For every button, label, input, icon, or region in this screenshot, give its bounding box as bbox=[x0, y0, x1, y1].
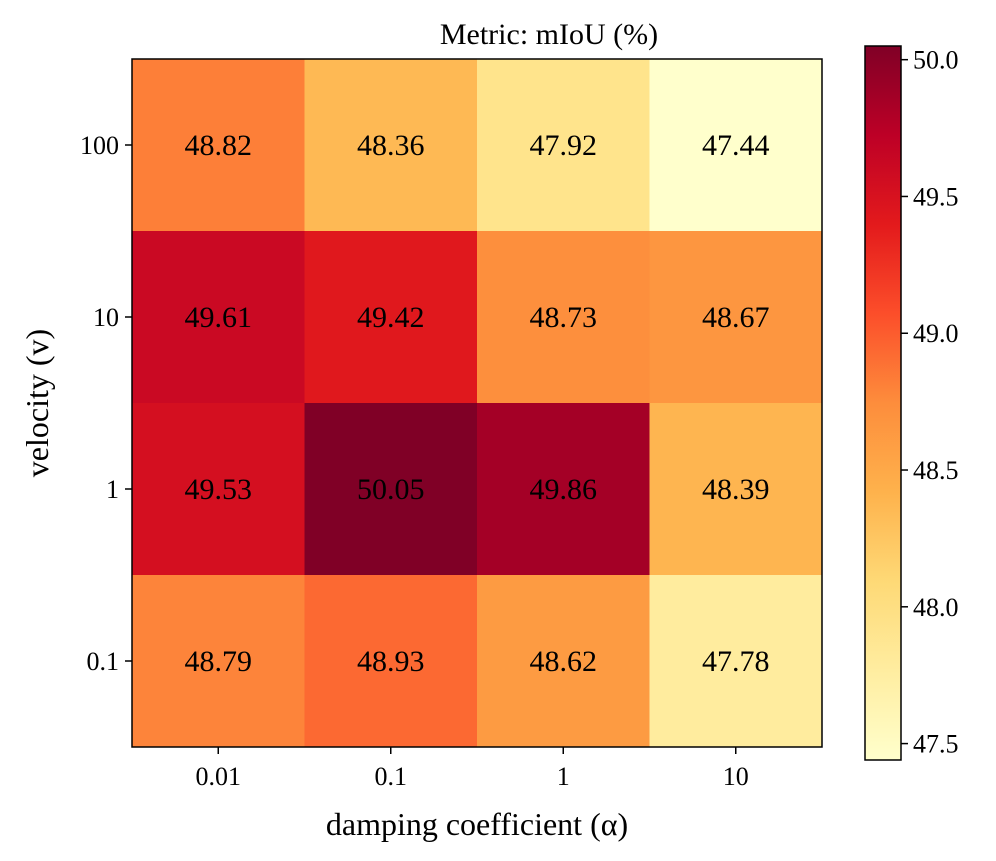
heatmap-cell-r3-c2 bbox=[477, 575, 650, 748]
heatmap-cell-r0-c1 bbox=[304, 59, 478, 232]
heatmap-cell-r0-c0 bbox=[132, 59, 305, 232]
y-tick-label: 10 bbox=[93, 303, 119, 332]
cell-value-label: 47.44 bbox=[702, 129, 770, 162]
colorbar-ticks: 47.5 48.0 48.5 49.0 49.5 50.0 bbox=[901, 46, 959, 759]
colorbar bbox=[864, 45, 902, 761]
cell-value-label: 47.92 bbox=[530, 129, 598, 162]
x-tick-label: 1 bbox=[557, 762, 570, 791]
cell-value-label: 49.86 bbox=[530, 473, 598, 506]
x-axis-ticks: 0.01 0.1 1 10 bbox=[196, 747, 749, 791]
heatmap-cell-r2-c3 bbox=[649, 403, 823, 576]
cell-value-label: 48.67 bbox=[702, 301, 770, 334]
x-tick-label: 0.01 bbox=[196, 762, 242, 791]
heatmap-cell-r2-c0 bbox=[132, 403, 305, 576]
plot-frame bbox=[131, 58, 823, 748]
heatmap-cells bbox=[132, 59, 823, 748]
heatmap-cell-r0-c3 bbox=[649, 59, 823, 232]
heatmap-cell-r3-c1 bbox=[304, 575, 478, 748]
x-tick-label: 0.1 bbox=[375, 762, 408, 791]
colorbar-tick-label: 49.0 bbox=[913, 319, 959, 348]
heatmap-cell-r3-c0 bbox=[132, 575, 305, 748]
y-tick-label: 100 bbox=[80, 131, 119, 160]
y-axis-label: velocity (v) bbox=[19, 329, 55, 477]
heatmap-cell-r1-c0 bbox=[132, 231, 305, 404]
cell-value-label: 48.82 bbox=[185, 129, 253, 162]
cell-value-label: 50.05 bbox=[357, 473, 425, 506]
heatmap-cell-r1-c1 bbox=[304, 231, 478, 404]
cell-value-label: 47.78 bbox=[702, 645, 770, 678]
y-axis-ticks: 100 10 1 0.1 bbox=[80, 131, 132, 676]
cell-value-label: 49.61 bbox=[185, 301, 253, 334]
colorbar-tick-label: 50.0 bbox=[913, 46, 959, 75]
heatmap-cell-r0-c2 bbox=[477, 59, 650, 232]
y-tick-label: 0.1 bbox=[87, 647, 120, 676]
x-axis-label: damping coefficient (α) bbox=[326, 806, 628, 842]
cell-value-label: 48.62 bbox=[530, 645, 598, 678]
cell-value-label: 48.93 bbox=[357, 645, 425, 678]
heatmap-cell-r2-c1 bbox=[304, 403, 478, 576]
cell-value-label: 49.42 bbox=[357, 301, 425, 334]
heatmap-cell-r3-c3 bbox=[649, 575, 823, 748]
chart-title: Metric: mIoU (%) bbox=[440, 18, 658, 51]
y-tick-label: 1 bbox=[106, 475, 119, 504]
heatmap-cell-labels: 48.82 48.36 47.92 47.44 49.61 49.42 48.73 48.67… bbox=[185, 129, 770, 678]
cell-value-label: 48.39 bbox=[702, 473, 770, 506]
cell-value-label: 48.36 bbox=[357, 129, 425, 162]
x-tick-label: 10 bbox=[723, 762, 749, 791]
cell-value-label: 48.79 bbox=[185, 645, 253, 678]
colorbar-tick-label: 49.5 bbox=[913, 182, 959, 211]
colorbar-tick-label: 48.0 bbox=[913, 593, 959, 622]
heatmap-cell-r1-c2 bbox=[477, 231, 650, 404]
heatmap-cell-r2-c2 bbox=[477, 403, 650, 576]
cell-value-label: 49.53 bbox=[185, 473, 253, 506]
colorbar-tick-label: 47.5 bbox=[913, 730, 959, 759]
cell-value-label: 48.73 bbox=[530, 301, 598, 334]
colorbar-tick-label: 48.5 bbox=[913, 456, 959, 485]
heatmap-cell-r1-c3 bbox=[649, 231, 823, 404]
